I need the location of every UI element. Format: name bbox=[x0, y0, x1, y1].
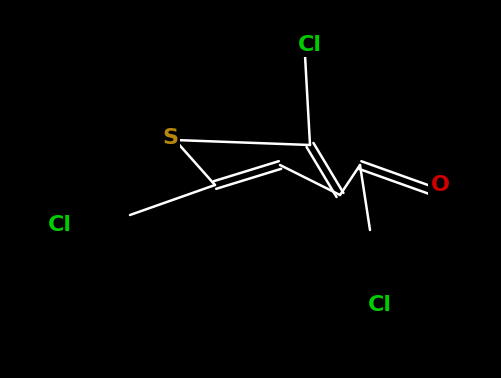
Text: S: S bbox=[162, 128, 178, 148]
Text: O: O bbox=[430, 175, 449, 195]
Text: Cl: Cl bbox=[298, 35, 322, 55]
Text: Cl: Cl bbox=[368, 295, 392, 315]
Text: Cl: Cl bbox=[48, 215, 72, 235]
